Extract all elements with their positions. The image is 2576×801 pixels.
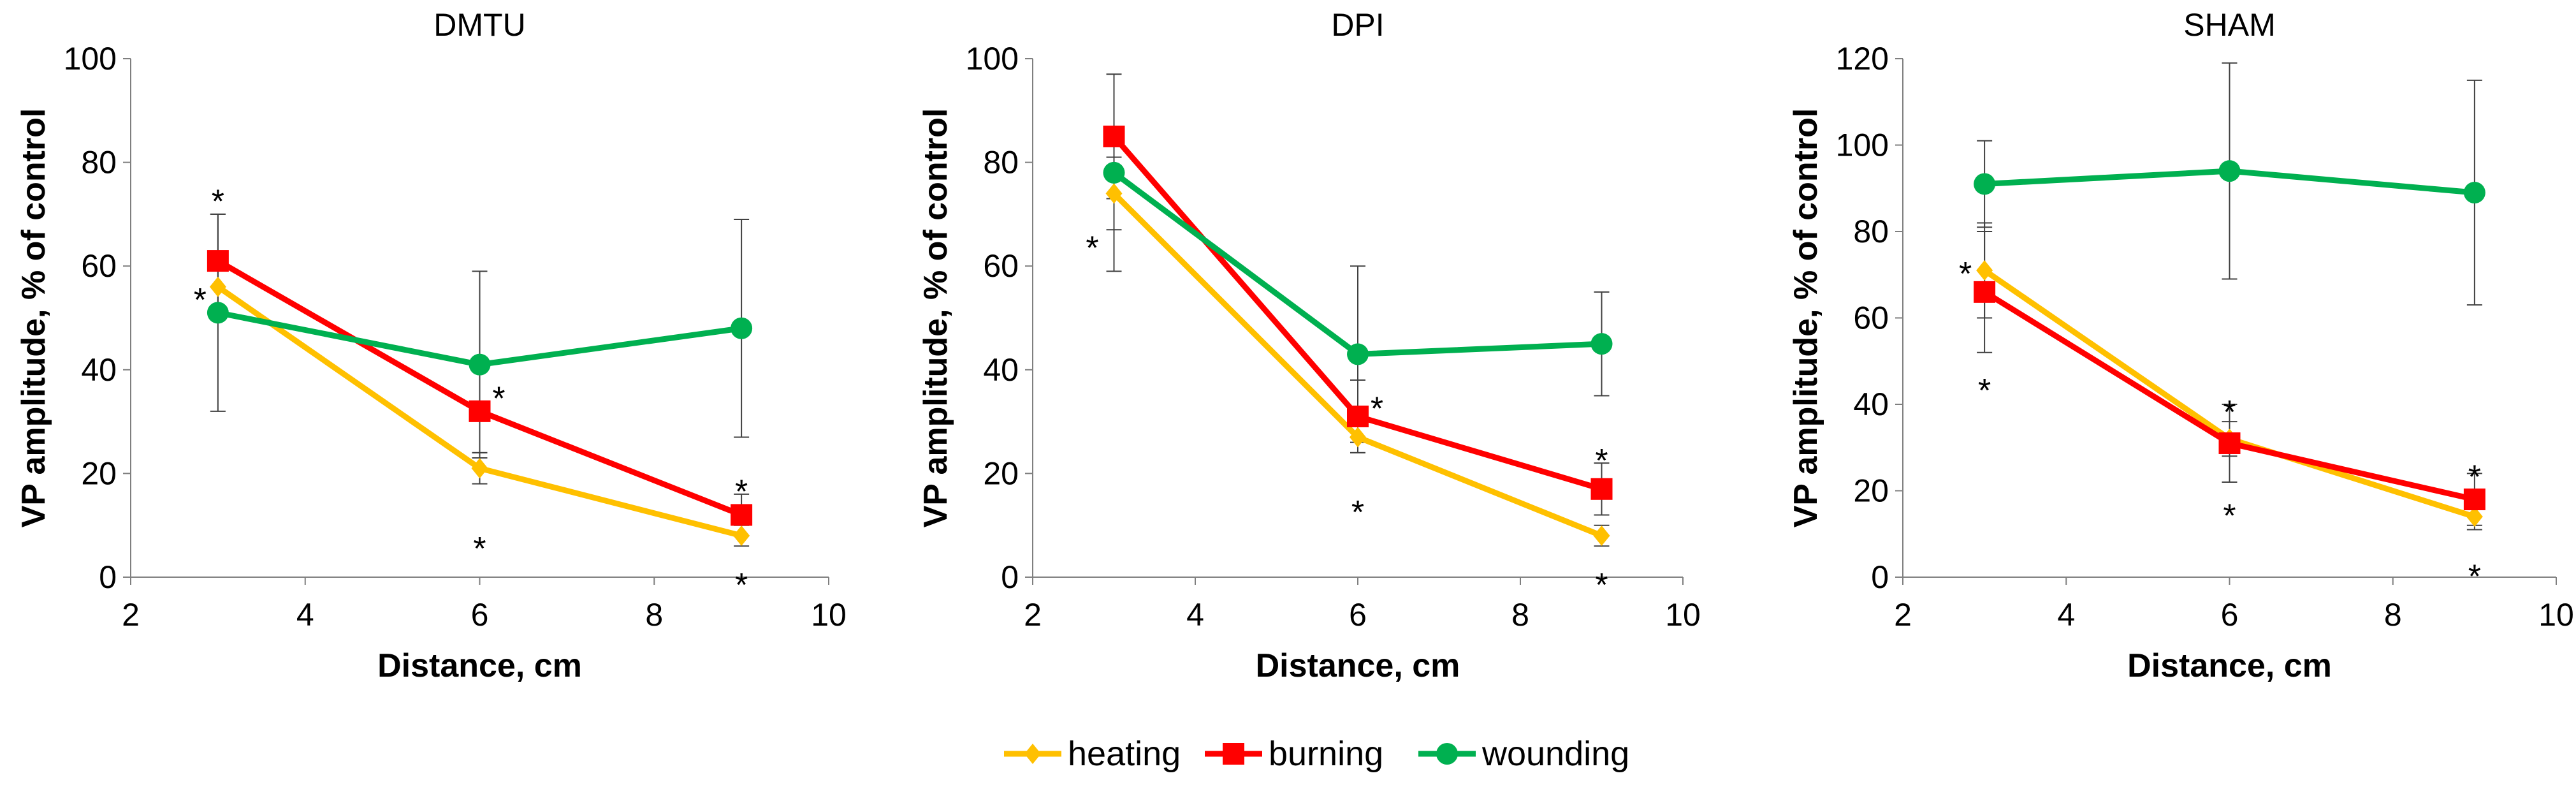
legend: heating burning wounding (1004, 735, 1629, 773)
x-tick-label: 4 (1186, 597, 1204, 633)
legend-label-burning: burning (1269, 735, 1383, 773)
significance-star: * (194, 282, 207, 319)
significance-star: * (2223, 498, 2236, 535)
y-tick-label: 20 (81, 455, 117, 491)
y-tick-label: 80 (983, 145, 1019, 180)
y-tick-label: 40 (81, 352, 117, 388)
data-point-heating (733, 525, 750, 546)
x-axis-label: Distance, cm (2127, 647, 2332, 684)
data-point-heating (1976, 260, 1993, 281)
data-point-burning (1974, 281, 1996, 303)
data-point-wounding (2463, 182, 2485, 204)
x-tick-label: 8 (1511, 597, 1529, 633)
significance-star: * (2468, 558, 2481, 595)
significance-star: * (2468, 459, 2481, 496)
x-tick-label: 4 (296, 597, 314, 633)
y-tick-label: 100 (64, 41, 117, 77)
y-tick-label: 40 (1853, 386, 1889, 422)
data-point-burning (469, 400, 491, 422)
legend-marker-burning (1223, 743, 1244, 765)
x-tick-label: 4 (2057, 597, 2075, 633)
data-point-wounding (469, 353, 491, 376)
y-tick-label: 20 (1853, 473, 1889, 509)
x-tick-label: 2 (122, 597, 140, 633)
significance-star: * (212, 183, 224, 220)
data-point-heating (2466, 506, 2483, 527)
y-tick-label: 60 (983, 248, 1019, 284)
data-point-burning (1590, 478, 1613, 500)
data-point-wounding (1103, 161, 1125, 184)
data-point-burning (1347, 405, 1369, 427)
data-point-burning (731, 504, 753, 526)
data-point-heating (209, 276, 226, 297)
significance-star: * (1978, 372, 1991, 409)
x-tick-label: 8 (645, 597, 663, 633)
significance-star: * (492, 380, 505, 417)
data-point-wounding (731, 317, 753, 339)
y-tick-label: 80 (81, 145, 117, 180)
chart-title: SHAM (2183, 7, 2275, 43)
significance-star: * (1086, 230, 1098, 267)
significance-star: * (735, 567, 748, 604)
legend-label-heating: heating (1068, 735, 1181, 773)
x-tick-label: 10 (1665, 597, 1701, 633)
legend-marker-wounding (1436, 743, 1458, 765)
data-point-heating (1593, 525, 1610, 546)
y-tick-label: 0 (99, 559, 117, 595)
data-point-wounding (1974, 173, 1996, 195)
x-tick-label: 8 (2384, 597, 2402, 633)
chart-title: DPI (1331, 7, 1384, 43)
y-tick-label: 100 (966, 41, 1019, 77)
y-tick-label: 0 (1001, 559, 1019, 595)
y-axis-label: VP amplitude, % of control (917, 108, 954, 528)
significance-star: * (735, 474, 748, 511)
legend-marker-heating (1024, 744, 1041, 764)
x-tick-label: 2 (1894, 597, 1912, 633)
data-point-burning (1103, 125, 1125, 147)
data-point-heating (1350, 427, 1366, 448)
y-axis-label: VP amplitude, % of control (1787, 108, 1824, 528)
y-axis-label: VP amplitude, % of control (15, 108, 52, 528)
significance-star: * (473, 531, 486, 568)
y-tick-label: 60 (1853, 300, 1889, 336)
y-tick-label: 80 (1853, 214, 1889, 249)
chart-panel-dmtu: 0 20 40 60 80 100 2 4 6 8 10 DMTU Distance, cm VP amp… (15, 7, 847, 684)
data-point-wounding (207, 302, 229, 324)
y-tick-label: 20 (983, 455, 1019, 491)
data-point-wounding (2218, 160, 2241, 182)
x-tick-label: 2 (1024, 597, 1042, 633)
data-point-heating (1105, 183, 1123, 204)
data-point-heating (471, 458, 488, 479)
significance-star: * (1595, 443, 1608, 480)
data-point-burning (2463, 489, 2485, 511)
legend-label-wounding: wounding (1481, 735, 1629, 773)
x-tick-label: 10 (2538, 597, 2574, 633)
x-tick-label: 10 (811, 597, 847, 633)
significance-star: * (1351, 494, 1364, 531)
y-tick-label: 100 (1836, 128, 1889, 163)
x-tick-label: 6 (471, 597, 489, 633)
y-tick-label: 0 (1871, 559, 1889, 595)
data-point-burning (2218, 432, 2241, 454)
x-axis-label: Distance, cm (1256, 647, 1460, 684)
y-tick-label: 60 (81, 248, 117, 284)
significance-star: * (2223, 394, 2236, 431)
y-tick-label: 40 (983, 352, 1019, 388)
x-axis-label: Distance, cm (377, 647, 582, 684)
y-tick-label: 120 (1836, 41, 1889, 77)
chart-title: DMTU (433, 7, 525, 43)
significance-star: * (1371, 391, 1383, 428)
chart-panel-sham: 0 20 40 60 80 100 120 2 4 6 8 10 SHAM Distance, cm VP … (1787, 7, 2574, 684)
x-tick-label: 6 (2221, 597, 2239, 633)
chart-panel-dpi: 0 20 40 60 80 100 2 4 6 8 10 DPI Distance, cm VP ampl… (917, 7, 1701, 684)
data-point-burning (207, 250, 229, 272)
significance-star: * (1959, 256, 1972, 293)
significance-star: * (1595, 567, 1608, 604)
data-point-wounding (1590, 333, 1613, 355)
x-tick-label: 6 (1349, 597, 1367, 633)
data-point-wounding (1347, 343, 1369, 365)
